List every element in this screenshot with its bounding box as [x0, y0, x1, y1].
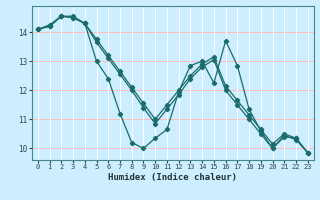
X-axis label: Humidex (Indice chaleur): Humidex (Indice chaleur)	[108, 173, 237, 182]
